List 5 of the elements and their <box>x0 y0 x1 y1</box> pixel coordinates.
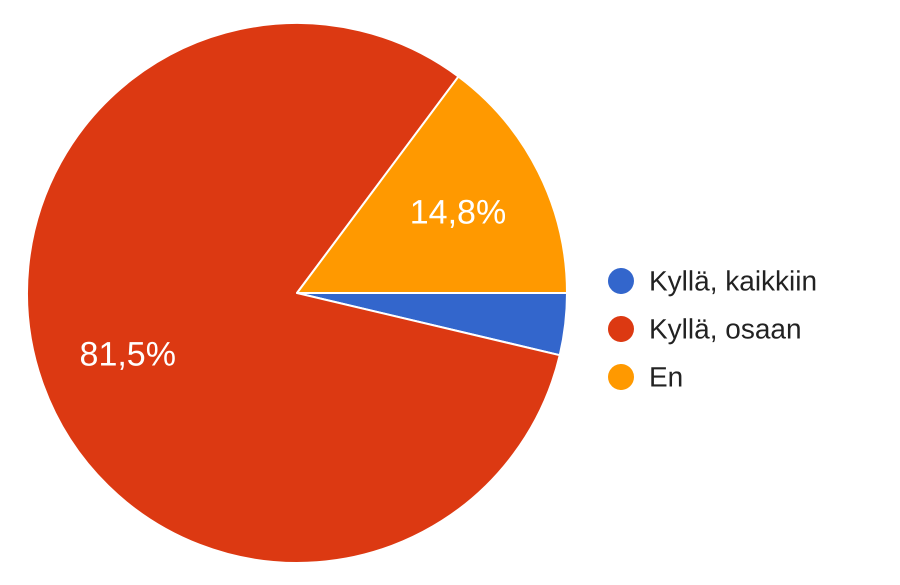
data-label: 14,8% <box>410 193 506 232</box>
legend-label: Kyllä, kaikkiin <box>649 266 818 296</box>
data-label: 81,5% <box>80 336 176 374</box>
legend-label: En <box>649 362 684 392</box>
legend-label: Kyllä, osaan <box>649 314 802 344</box>
